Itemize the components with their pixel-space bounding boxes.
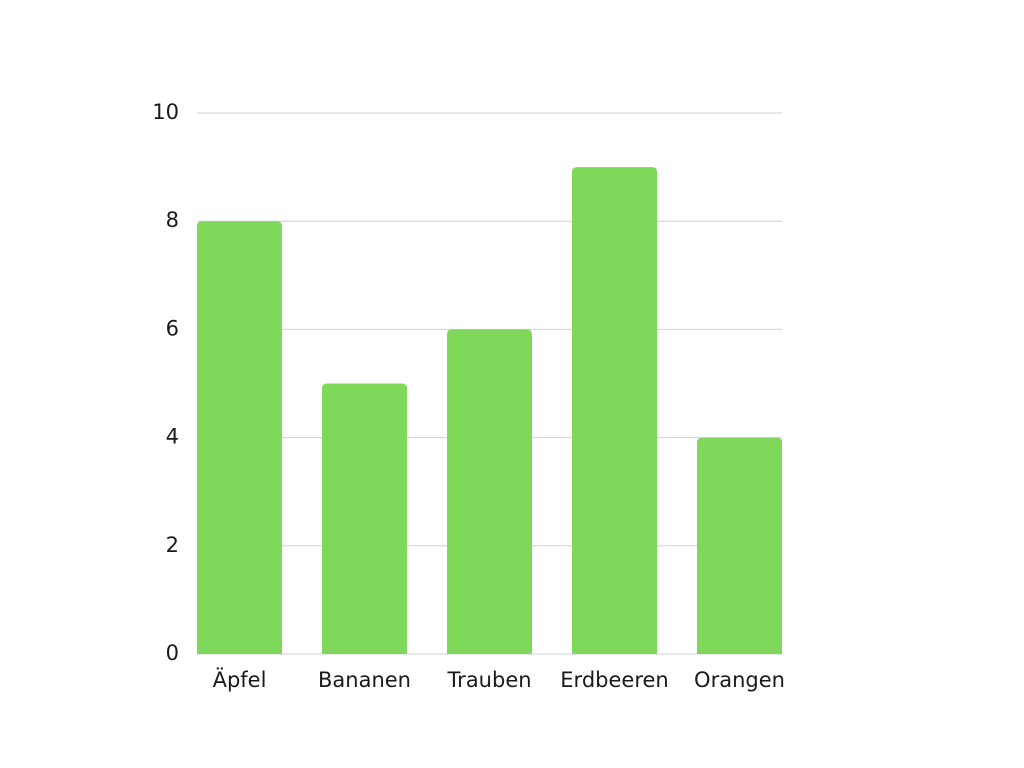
y-tick-label: 0 xyxy=(166,641,179,665)
bar xyxy=(447,329,532,654)
x-tick-label: Erdbeeren xyxy=(560,668,668,692)
bar xyxy=(322,383,407,654)
x-tick-label: Bananen xyxy=(318,668,411,692)
x-tick-label: Trauben xyxy=(446,668,531,692)
y-tick-label: 2 xyxy=(166,533,179,557)
bar xyxy=(197,221,282,654)
x-tick-label: Äpfel xyxy=(213,667,267,692)
bar xyxy=(572,167,657,654)
y-tick-label: 4 xyxy=(166,425,179,449)
y-tick-label: 10 xyxy=(152,100,179,124)
y-tick-label: 6 xyxy=(166,316,179,340)
bar xyxy=(697,437,782,654)
x-tick-label: Orangen xyxy=(694,668,785,692)
y-tick-label: 8 xyxy=(166,208,179,232)
